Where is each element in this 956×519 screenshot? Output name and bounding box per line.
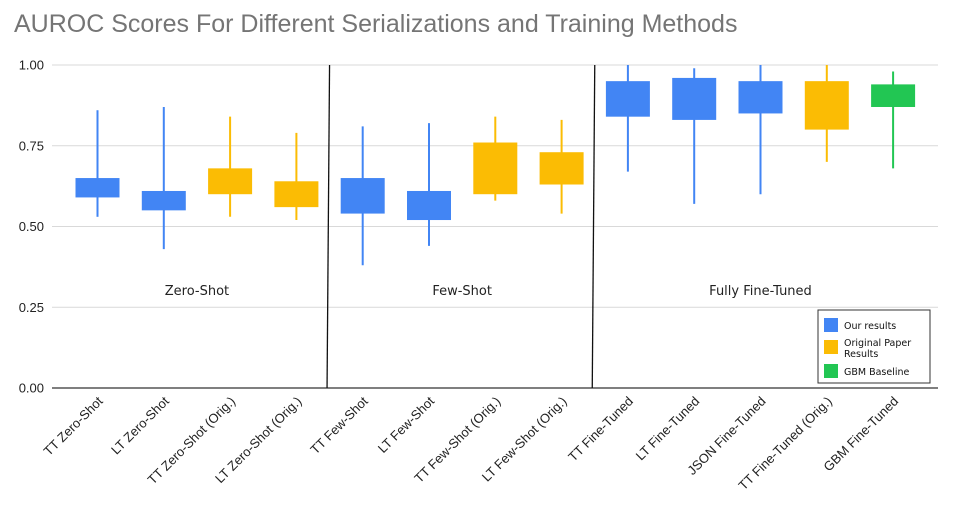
- legend-swatch: [824, 318, 838, 332]
- legend-label: GBM Baseline: [844, 367, 910, 378]
- candle-box-9: [605, 81, 650, 117]
- divider-layer: [326, 64, 596, 389]
- group-divider: [591, 64, 596, 389]
- y-tick-label: 0.50: [19, 219, 44, 234]
- x-tick-label: TT Few-Shot: [307, 393, 371, 457]
- legend: Our results Original Paper Results GBM Base…: [817, 309, 931, 384]
- candle-box-7: [473, 142, 518, 195]
- y-tick-label: 0.75: [19, 138, 44, 153]
- candle-box-6: [407, 190, 451, 221]
- group-divider: [326, 64, 331, 389]
- candle-box-4: [274, 181, 319, 208]
- candle-box-12: [804, 81, 849, 130]
- candle-box-5: [340, 178, 385, 214]
- legend-swatch: [824, 364, 838, 378]
- candle-box-3: [208, 168, 253, 195]
- candle-box-2: [141, 190, 186, 211]
- legend-label: Our results: [844, 321, 896, 332]
- x-tick-label: LT Zero-Shot: [108, 393, 172, 457]
- legend-swatch: [824, 340, 838, 354]
- candle-box-8: [539, 152, 584, 185]
- group-label: Few-Shot: [432, 284, 492, 299]
- legend-label: Original Paper Results: [844, 338, 911, 360]
- candle-box-10: [672, 77, 717, 120]
- x-tick-label: LT Few-Shot: [375, 393, 438, 456]
- candle-box-13: [871, 84, 916, 107]
- x-tick-label: LT Fine-Tuned: [633, 394, 703, 464]
- y-tick-label: 1.00: [19, 58, 44, 73]
- candle-box-1: [75, 178, 120, 198]
- y-tick-label: 0.25: [19, 300, 44, 315]
- group-label: Fully Fine-Tuned: [709, 284, 812, 299]
- mark-layer: [75, 65, 916, 266]
- candle-box-11: [738, 81, 783, 114]
- y-tick-label: 0.00: [19, 381, 44, 396]
- chart-title: AUROC Scores For Different Serialization…: [14, 10, 738, 38]
- group-label: Zero-Shot: [165, 284, 229, 299]
- label-layer: 0.00 0.25 0.50 0.75 1.00 Zero-Shot Few-Shot Ful…: [19, 58, 902, 494]
- x-tick-label: TT Fine-Tuned: [565, 394, 636, 465]
- x-tick-label: TT Zero-Shot: [41, 393, 106, 458]
